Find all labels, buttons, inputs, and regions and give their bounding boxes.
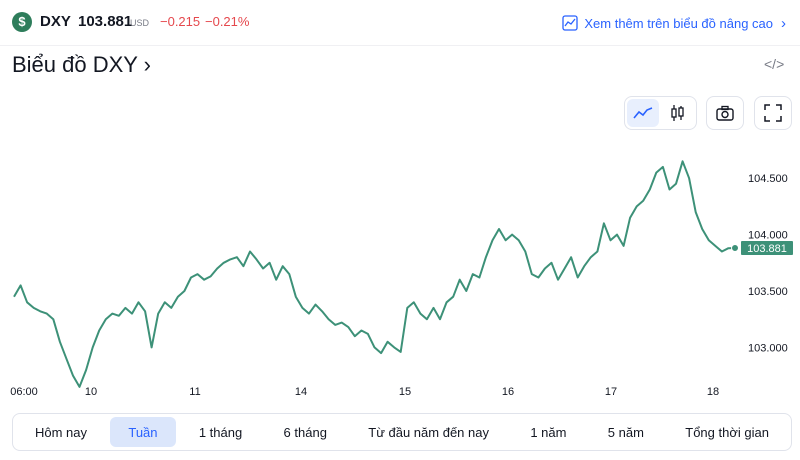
advanced-chart-link[interactable]: Xem thêm trên biểu đồ nâng cao ›	[562, 12, 786, 34]
x-tick-label: 10	[85, 386, 97, 398]
x-tick-label: 17	[605, 386, 617, 398]
range-button[interactable]: Tuần	[110, 417, 176, 447]
currency: USD	[130, 18, 150, 28]
range-button[interactable]: 1 tháng	[198, 424, 243, 440]
range-button[interactable]: Hôm nay	[35, 424, 88, 440]
price-change: −0.215	[160, 14, 201, 29]
quote-header: $ DXY 103.881 USD −0.215 −0.21% Xem thêm…	[0, 0, 800, 46]
y-tick-label: 103.500	[748, 286, 788, 298]
line-chart-icon	[633, 107, 653, 119]
dollar-icon: $	[12, 12, 32, 32]
advanced-chart-label: Xem thêm trên biểu đồ nâng cao	[584, 15, 773, 31]
range-button[interactable]: 6 tháng	[283, 424, 327, 440]
x-tick-label: 18	[707, 386, 719, 398]
range-button[interactable]: 1 năm	[530, 424, 567, 440]
screenshot-button[interactable]	[706, 96, 744, 130]
fullscreen-icon	[764, 104, 782, 122]
y-tick-label: 104.000	[748, 230, 788, 242]
embed-code-icon[interactable]: </>	[764, 56, 785, 72]
line-chart-button[interactable]	[627, 99, 659, 127]
symbol: DXY	[40, 13, 71, 30]
last-price-label: 103.881	[747, 243, 787, 255]
range-button[interactable]: Từ đầu năm đến nay	[368, 424, 489, 440]
camera-icon	[716, 105, 734, 121]
price-line	[13, 160, 736, 388]
x-tick-label: 11	[189, 386, 200, 398]
chart-icon	[562, 15, 579, 31]
range-button[interactable]: 5 năm	[607, 424, 644, 440]
x-tick-label: 06:00	[10, 386, 38, 398]
chart-title[interactable]: Biểu đồ DXY ›	[12, 52, 152, 77]
x-tick-label: 15	[399, 386, 411, 398]
y-tick-label: 103.000	[748, 342, 788, 354]
x-tick-label: 14	[295, 386, 307, 398]
price: 103.881	[78, 13, 133, 30]
time-range-selector: Hôm nay Tuần 1 tháng 6 tháng Từ đầu năm đến …	[12, 413, 792, 451]
range-button[interactable]: Tổng thời gian	[685, 424, 769, 440]
last-price-point	[731, 244, 739, 253]
chart-style-toggle	[624, 96, 697, 130]
fullscreen-button[interactable]	[754, 96, 792, 130]
candles-icon	[671, 105, 684, 121]
x-tick-label: 16	[502, 386, 514, 398]
y-tick-label: 104.500	[748, 173, 788, 185]
last-price-tag	[741, 241, 793, 256]
chevron-right-icon: ›	[781, 14, 786, 32]
price-change-percent: −0.21%	[205, 14, 250, 29]
candles-button[interactable]	[662, 99, 694, 127]
price-chart[interactable]: 104.500 104.000 103.500 103.000 06:00 10 11 14 1…	[0, 140, 800, 400]
